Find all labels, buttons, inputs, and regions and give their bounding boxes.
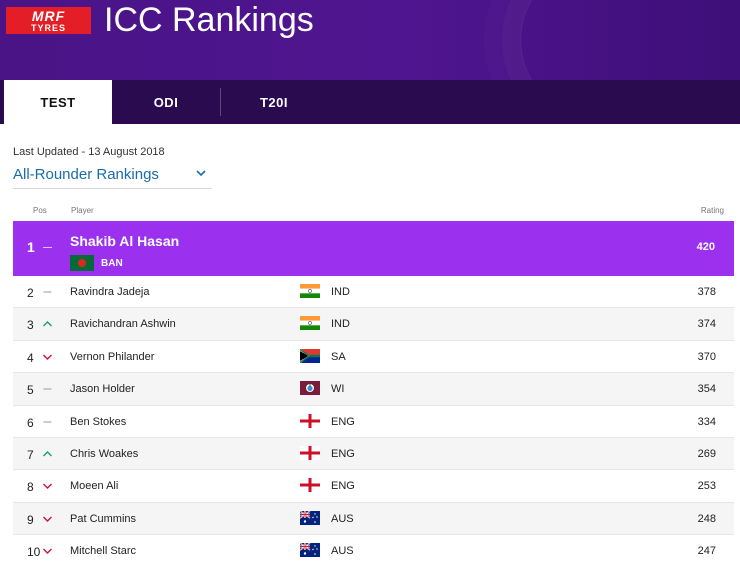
player-rating: 354: [697, 383, 716, 396]
table-row[interactable]: 10 Mitchell Starc AUS 247: [13, 535, 734, 567]
table-row[interactable]: 9 Pat Cummins AUS 248: [13, 502, 734, 536]
row-position: 9: [27, 512, 34, 527]
no-change-icon: [42, 384, 53, 394]
team-code: ENG: [331, 415, 355, 428]
row-position: 3: [27, 318, 34, 333]
tab-odi[interactable]: ODI: [153, 94, 179, 110]
ranking-type-dropdown[interactable]: All-Rounder Rankings: [13, 160, 212, 189]
mrf-tyres-logo: MRF TYRES: [6, 7, 91, 34]
table-row[interactable]: 2 Ravindra Jadeja IND 378: [13, 276, 734, 309]
no-change-icon: [42, 287, 53, 297]
rankings-list: 2 Ravindra Jadeja IND 378 3 Ravichandran Ashw…: [13, 276, 734, 567]
top-ranked-row[interactable]: 1 Shakib Al Hasan BAN 420: [13, 221, 734, 276]
player-rating: 253: [697, 480, 716, 493]
row-position: 7: [27, 447, 34, 462]
logo-brand-bottom: TYRES: [30, 22, 66, 33]
team-code: IND: [331, 286, 350, 298]
move-down-icon: [42, 546, 53, 556]
table-row[interactable]: 4 Vernon Philander SA 370: [13, 341, 734, 374]
chevron-down-icon: [196, 170, 206, 177]
move-down-icon: [42, 352, 53, 362]
move-up-icon: [42, 449, 53, 459]
team-code: WI: [331, 383, 345, 396]
england-flag-icon: [300, 478, 320, 493]
india-flag-icon: [300, 284, 320, 298]
row-position: 6: [27, 415, 34, 430]
team-code: BAN: [101, 258, 123, 269]
england-flag-icon: [300, 413, 320, 428]
player-rating: 248: [697, 512, 716, 525]
team-code: IND: [331, 318, 350, 331]
tab-test[interactable]: TEST: [4, 80, 112, 124]
player-name[interactable]: Chris Woakes: [70, 447, 139, 460]
player-rating: 374: [697, 318, 716, 331]
tab-t20i[interactable]: T20I: [220, 80, 328, 124]
player-rating: 247: [697, 545, 716, 558]
table-row[interactable]: 8 Moeen Ali ENG 253: [13, 470, 734, 503]
move-down-icon: [42, 481, 53, 491]
team-code: AUS: [331, 545, 354, 558]
row-position: 10: [27, 545, 41, 560]
team-code: AUS: [331, 512, 354, 525]
player-name[interactable]: Ravichandran Ashwin: [70, 318, 176, 331]
player-name[interactable]: Ravindra Jadeja: [70, 286, 150, 298]
player-name[interactable]: Shakib Al Hasan: [70, 233, 180, 249]
team-code: ENG: [331, 447, 355, 460]
india-flag-icon: [300, 316, 320, 331]
no-change-icon: [43, 247, 52, 248]
logo-brand-top: MRF: [31, 7, 66, 24]
format-tabs: TEST ODI T20I: [0, 80, 740, 124]
australia-flag-icon: [300, 543, 320, 558]
ranking-type-label: All-Rounder Rankings: [13, 165, 159, 183]
team-code: SA: [331, 350, 346, 363]
player-name[interactable]: Vernon Philander: [70, 350, 155, 363]
column-header-pos: Pos: [33, 206, 47, 215]
row-position: 1: [27, 239, 35, 255]
australia-flag-icon: [300, 510, 320, 525]
table-row[interactable]: 6 Ben Stokes ENG 334: [13, 406, 734, 438]
player-name[interactable]: Pat Cummins: [70, 512, 137, 525]
west-indies-flag-icon: [300, 381, 320, 396]
move-up-icon: [42, 319, 53, 329]
player-rating: 420: [696, 241, 715, 253]
player-rating: 269: [697, 447, 716, 460]
player-name[interactable]: Jason Holder: [70, 383, 135, 396]
player-rating: 378: [697, 286, 716, 298]
column-header-rating: Rating: [700, 206, 724, 215]
row-position: 4: [27, 350, 34, 365]
header-banner: MRF TYRES ICC Rankings: [0, 0, 740, 80]
row-position: 2: [27, 286, 34, 300]
south-africa-flag-icon: [300, 348, 320, 363]
table-row[interactable]: 7 Chris Woakes ENG 269: [13, 437, 734, 471]
england-flag-icon: [300, 445, 320, 460]
row-position: 5: [27, 383, 34, 398]
player-rating: 334: [697, 415, 716, 428]
last-updated: Last Updated - 13 August 2018: [13, 146, 165, 158]
row-position: 8: [27, 480, 34, 495]
team-code: ENG: [331, 480, 355, 493]
player-name[interactable]: Mitchell Starc: [70, 545, 137, 558]
header-decoration: [520, 0, 740, 80]
no-change-icon: [42, 417, 53, 427]
move-down-icon: [42, 514, 53, 524]
player-name[interactable]: Moeen Ali: [70, 480, 119, 493]
table-row[interactable]: 3 Ravichandran Ashwin IND 374: [13, 308, 734, 341]
column-header-player: Player: [71, 206, 94, 215]
page-title: ICC Rankings: [104, 1, 314, 39]
player-name[interactable]: Ben Stokes: [70, 415, 127, 428]
player-rating: 370: [697, 350, 716, 363]
table-row[interactable]: 5 Jason Holder WI 354: [13, 373, 734, 406]
bangladesh-flag-icon: [70, 255, 94, 271]
